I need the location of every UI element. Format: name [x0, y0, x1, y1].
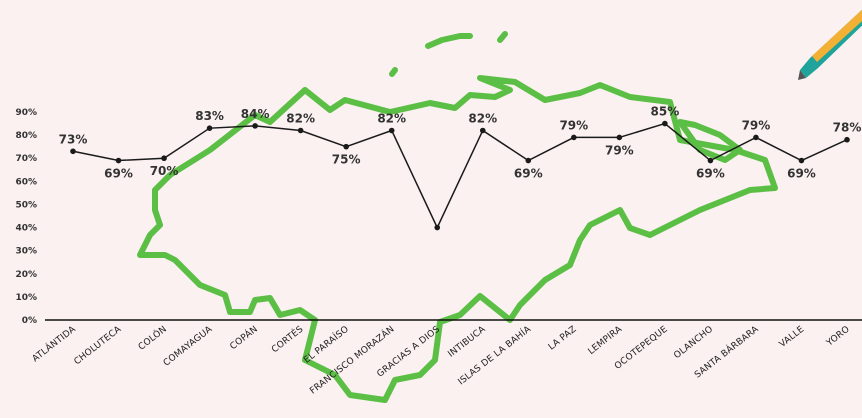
data-point — [571, 134, 577, 141]
data-label: 79% — [742, 118, 771, 132]
data-label: 85% — [651, 105, 680, 119]
data-point — [479, 127, 486, 134]
data-point — [388, 127, 395, 134]
data-point — [662, 120, 668, 127]
data-label: 75% — [332, 153, 361, 167]
data-point — [753, 134, 759, 141]
data-label: 83% — [195, 109, 224, 123]
data-label: 84% — [241, 107, 270, 121]
data-point — [70, 148, 76, 155]
data-point — [798, 157, 805, 164]
data-point — [434, 224, 441, 231]
series-points — [70, 120, 850, 231]
y-tick-label: 10% — [15, 293, 37, 303]
data-point — [297, 127, 304, 134]
y-tick-label: 40% — [15, 224, 37, 234]
x-tick-label: YORO — [824, 324, 852, 349]
data-point — [252, 123, 258, 129]
data-label: 70% — [150, 164, 179, 178]
y-tick-label: 60% — [15, 177, 37, 187]
data-label: 79% — [605, 143, 634, 157]
y-tick-label: 50% — [15, 200, 37, 210]
series-line — [72, 122, 848, 230]
y-tick-label: 20% — [15, 270, 37, 280]
data-point — [844, 136, 850, 143]
data-label: 69% — [696, 167, 725, 181]
x-tick-label: INTIBUCA — [447, 324, 489, 360]
data-point — [206, 125, 213, 131]
data-point — [525, 157, 532, 164]
data-point — [343, 143, 349, 150]
data-label: 69% — [787, 167, 816, 181]
x-tick-label: OLANCHO — [672, 324, 715, 361]
data-label: 79% — [559, 118, 588, 132]
pencil-icon — [798, 9, 862, 80]
data-label: 73% — [59, 132, 88, 146]
data-point — [707, 157, 714, 164]
x-tick-label: FRANCISCO MORAZÁN — [307, 323, 396, 397]
data-label: 82% — [468, 111, 497, 125]
y-tick-label: 90% — [15, 108, 37, 118]
data-point — [161, 155, 167, 162]
data-label: 69% — [514, 167, 543, 181]
y-tick-label: 30% — [15, 247, 37, 257]
x-tick-label: COMAYAGUA — [162, 324, 215, 369]
x-tick-label: LA PAZ — [547, 324, 579, 352]
y-tick-label: 0% — [22, 316, 37, 326]
y-tick-label: 80% — [15, 131, 37, 141]
x-tick-label: COLÓN — [136, 323, 169, 353]
y-axis-ticks: 0% 10% 20% 30% 40% 50% 60% 70% 80% 90% — [15, 108, 37, 326]
x-tick-label: CORTÉS — [269, 323, 306, 355]
data-label: 82% — [286, 111, 315, 125]
map-outline-icon — [137, 31, 778, 403]
x-tick-label: ATLÁNTIDA — [30, 323, 79, 365]
x-tick-label: COPÁN — [227, 323, 260, 352]
data-point — [115, 157, 122, 164]
data-label: 82% — [377, 111, 406, 125]
data-label: 69% — [104, 167, 133, 181]
x-tick-label: LEMPIRA — [587, 324, 625, 357]
x-tick-label: ISLAS DE LA BAHÍA — [455, 323, 533, 388]
x-tick-label: CHOLUTECA — [73, 324, 124, 367]
x-tick-label: VALLE — [778, 324, 807, 349]
data-point — [616, 134, 623, 141]
y-tick-label: 70% — [15, 154, 37, 164]
data-label: 78% — [833, 121, 862, 135]
data-labels: 73% 69% 70% 83% 84% 82% 75% 82% 82% 69% 79% 79% 85% 6… — [59, 105, 862, 181]
